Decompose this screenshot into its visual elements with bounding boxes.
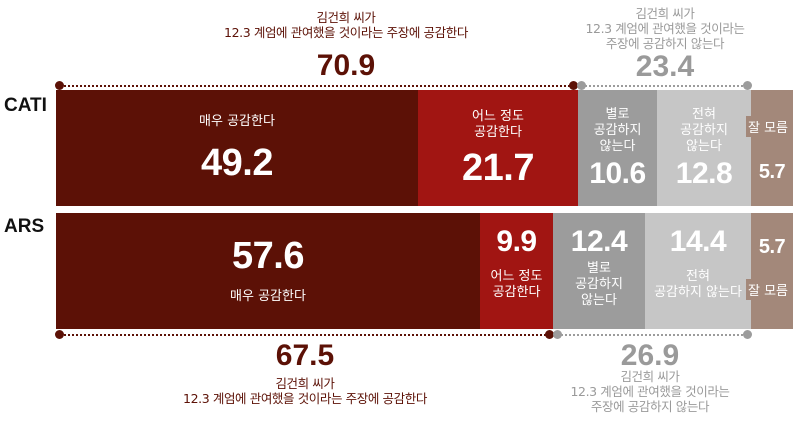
- segment-value: 9.9: [496, 225, 537, 258]
- segment-label: 별로 공감하지 않는다: [593, 107, 642, 154]
- ars-disagree-bracket: [557, 334, 747, 336]
- segment-label: 매우 공감한다: [199, 114, 275, 129]
- cati-agree-bracket: [60, 85, 574, 87]
- segment-value: 49.2: [201, 142, 273, 184]
- segment-label: 어느 정도 공감한다: [472, 109, 524, 140]
- bracket-endpoint: [545, 330, 554, 339]
- ars-agree-bracket: [60, 334, 550, 336]
- segment-value: 5.7: [758, 236, 786, 258]
- ars-disagree-total: 26.9: [620, 339, 680, 372]
- ars-disagree-caption: 김건희 씨가 12.3 계엄에 관여했을 것이라는 주장에 공감하지 않는다: [570, 369, 730, 414]
- bracket-endpoint: [55, 81, 64, 90]
- segment-value: 21.7: [462, 147, 534, 189]
- ars-dont-know-segment: 5.7: [751, 213, 793, 329]
- cati-disagree-total: 23.4: [635, 50, 695, 83]
- row-label-ars: ARS: [4, 216, 45, 237]
- cati-dont-know-segment: 5.7: [751, 90, 793, 206]
- segment-label: 별로 공감하지 않는다: [575, 261, 623, 308]
- ars-not-at-all-segment: 14.4 전혀 공감하지 않는다: [645, 213, 751, 329]
- segment-value: 5.7: [758, 161, 786, 183]
- cati-bar: 매우 공감한다 49.2 어느 정도 공감한다 21.7 별로 공감하지 않는다…: [56, 90, 793, 206]
- cati-not-much-segment: 별로 공감하지 않는다 10.6: [578, 90, 657, 206]
- ars-some-agree-segment: 9.9 어느 정도 공감한다: [480, 213, 553, 329]
- cati-very-agree-segment: 매우 공감한다 49.2: [56, 90, 418, 206]
- bracket-endpoint: [569, 81, 578, 90]
- ars-dont-know-label: 잘 모름: [746, 279, 791, 300]
- ars-bar: 57.6 매우 공감한다 9.9 어느 정도 공감한다 12.4 별로 공감하지…: [56, 213, 793, 329]
- cati-disagree-caption: 김건희 씨가 12.3 계엄에 관여했을 것이라는 주장에 공감하지 않는다: [585, 6, 745, 51]
- bracket-endpoint: [577, 81, 586, 90]
- cati-not-at-all-segment: 전혀 공감하지 않는다 12.8: [657, 90, 751, 206]
- segment-label: 매우 공감한다: [230, 289, 306, 304]
- row-label-cati: CATI: [4, 95, 47, 116]
- segment-value: 14.4: [669, 225, 727, 258]
- segment-label: 어느 정도 공감한다: [490, 269, 543, 300]
- cati-some-agree-segment: 어느 정도 공감한다 21.7: [418, 90, 578, 206]
- cati-dont-know-label: 잘 모름: [746, 116, 791, 137]
- cati-agree-caption: 김건희 씨가 12.3 계엄에 관여했을 것이라는 주장에 공감한다: [224, 10, 468, 40]
- cati-agree-total: 70.9: [316, 49, 376, 82]
- segment-label: 전혀 공감하지 않는다: [680, 107, 728, 154]
- segment-value: 12.8: [675, 157, 733, 190]
- segment-value: 10.6: [589, 157, 646, 190]
- segment-value: 57.6: [232, 235, 304, 277]
- segment-value: 12.4: [570, 225, 628, 258]
- bracket-endpoint: [743, 81, 752, 90]
- bracket-endpoint: [553, 330, 562, 339]
- ars-agree-total: 67.5: [275, 339, 335, 372]
- bracket-endpoint: [743, 330, 752, 339]
- cati-disagree-bracket: [581, 85, 747, 87]
- ars-agree-caption: 김건희 씨가 12.3 계엄에 관여했을 것이라는 주장에 공감한다: [183, 376, 427, 406]
- ars-not-much-segment: 12.4 별로 공감하지 않는다: [553, 213, 645, 329]
- bracket-endpoint: [55, 330, 64, 339]
- ars-very-agree-segment: 57.6 매우 공감한다: [56, 213, 480, 329]
- segment-label: 전혀 공감하지 않는다: [654, 269, 742, 300]
